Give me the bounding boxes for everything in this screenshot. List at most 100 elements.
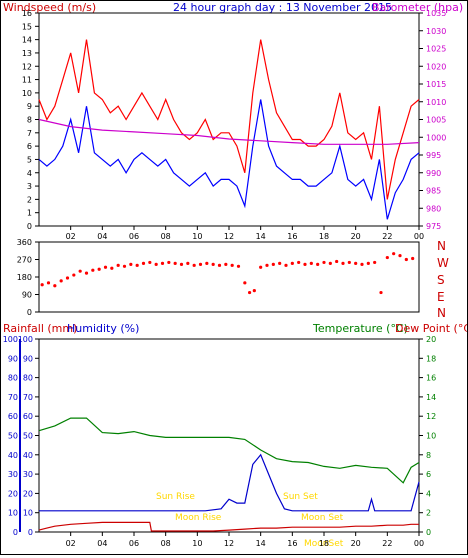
y-right-tick-label-p3: 2 (426, 509, 431, 518)
y-tick-label-p2: 360 (17, 238, 32, 247)
direction-point (230, 263, 234, 267)
direction-point (59, 279, 63, 283)
direction-point (179, 262, 184, 266)
direction-point (328, 261, 332, 265)
direction-point (303, 262, 307, 266)
y-right-tick-label-p1: 980 (426, 204, 441, 213)
y-left-tick-label-p1: 2 (27, 195, 32, 204)
direction-point (110, 266, 114, 270)
direction-point (186, 261, 190, 265)
y-left-tick-label-p3-rain: 10 (23, 509, 33, 518)
direction-point (141, 261, 146, 265)
series-humidity-line (39, 453, 420, 512)
direction-point (129, 262, 133, 266)
y-right-tick-label-p1: 1000 (426, 133, 446, 142)
y-right-tick-label-p3: 8 (426, 451, 431, 460)
y-left-tick-label-p3-hum: 80 (8, 374, 18, 383)
x-tick-label-p3: 04 (97, 539, 107, 548)
x-tick-label-p3: 08 (161, 539, 171, 548)
y-left-tick-label-p3-hum: 60 (8, 412, 18, 421)
y-left-tick-label-p3-hum: 20 (8, 489, 18, 498)
direction-point (290, 261, 294, 265)
humidity-label: Humidity (%) (67, 322, 139, 335)
y-right-tick-label-p3: 4 (426, 489, 431, 498)
moon-rise-label: Moon Rise (175, 513, 222, 523)
direction-point (259, 265, 263, 269)
y-left-tick-label-p3-rain: 90 (23, 354, 33, 363)
direction-point (205, 261, 209, 265)
y-right-tick-label-p3: 16 (426, 374, 436, 383)
direction-point (297, 260, 301, 265)
x-tick-label-p3: 20 (351, 539, 361, 548)
direction-point (243, 281, 247, 285)
y-right-tick-label-p1: 990 (426, 169, 441, 178)
y-left-tick-label-p1: 4 (27, 169, 32, 178)
x-tick-label-p1: 08 (161, 232, 171, 241)
x-tick-label-p3: 00 (414, 539, 424, 548)
y-left-tick-label-p3-rain: 80 (23, 374, 33, 383)
direction-point (122, 264, 127, 268)
temperature-label: Temperature (°C) (312, 322, 408, 335)
direction-point (78, 269, 82, 273)
direction-point (211, 262, 215, 266)
x-tick-label-p3: 10 (192, 539, 202, 548)
y-right-tick-label-p1: 975 (426, 222, 441, 231)
y-right-tick-label-p3: 0 (426, 528, 431, 537)
x-tick-label-p1: 18 (319, 232, 329, 241)
y-right-tick-label-p1: 1020 (426, 62, 446, 71)
y-left-tick-label-p1: 10 (22, 89, 32, 98)
direction-point (224, 262, 228, 266)
direction-point (309, 261, 313, 265)
direction-point (271, 262, 275, 266)
direction-point (354, 261, 358, 265)
y-right-tick-label-p3: 12 (426, 412, 436, 421)
rainfall-label: Rainfall (mm) (3, 322, 77, 335)
x-tick-label-p3: 12 (224, 539, 234, 548)
barometer-label: Barometer (hpa) (372, 1, 463, 14)
y-left-tick-label-p3-rain: 20 (23, 489, 33, 498)
x-tick-label-p3: 06 (129, 539, 139, 548)
y-tick-label-p2: 180 (17, 273, 32, 282)
moon-set-axis-label: MoonSet (304, 539, 344, 549)
x-tick-label-p1: 20 (351, 232, 361, 241)
x-tick-label-p3: 14 (256, 539, 266, 548)
direction-panel (38, 241, 420, 313)
x-tick-label-p1: 02 (66, 232, 76, 241)
y-left-tick-label-p3-rain: 70 (23, 393, 33, 402)
x-tick-label-p1: 10 (192, 232, 202, 241)
y-left-tick-label-p3-rain: 0 (28, 528, 33, 537)
y-right-tick-label-p3: 18 (426, 354, 436, 363)
y-right-tick-label-p3: 6 (426, 470, 431, 479)
sun-set-label: Sun Set (283, 492, 318, 502)
y-left-tick-label-p1: 14 (22, 36, 32, 45)
y-right-tick-label-p1: 1015 (426, 80, 446, 89)
sun-rise-label: Sun Rise (156, 492, 195, 502)
y-right-tick-label-p1: 1035 (426, 9, 446, 18)
direction-point (192, 263, 196, 267)
direction-point (91, 268, 95, 272)
x-tick-label-p3: 02 (66, 539, 76, 548)
windspeed-label: Windspeed (m/s) (3, 1, 96, 14)
direction-point (148, 260, 152, 265)
y-tick-label-p2: 270 (17, 256, 32, 265)
y-left-tick-label-p1: 8 (27, 116, 32, 125)
y-left-tick-label-p3-hum: 50 (8, 432, 18, 441)
direction-point (135, 263, 139, 267)
direction-point (173, 261, 177, 265)
direction-point (236, 264, 241, 268)
y-right-tick-label-p3: 14 (426, 393, 436, 402)
y-left-tick-label-p3-rain: 60 (23, 412, 33, 421)
y-right-tick-label-p1: 995 (426, 151, 441, 160)
y-right-tick-label-p1: 985 (426, 187, 441, 196)
compass-w: W (437, 256, 449, 270)
temp-hum-rain-panel (38, 338, 420, 533)
y-tick-label-p2: 0 (27, 308, 32, 317)
direction-point (347, 260, 351, 265)
direction-point (252, 289, 256, 293)
series-avg-line (38, 99, 420, 220)
series-rain-line (38, 521, 419, 532)
direction-point (335, 259, 339, 264)
y-right-tick-label-p3: 20 (426, 335, 436, 344)
y-right-tick-label-p1: 1030 (426, 27, 446, 36)
direction-point (53, 284, 57, 288)
